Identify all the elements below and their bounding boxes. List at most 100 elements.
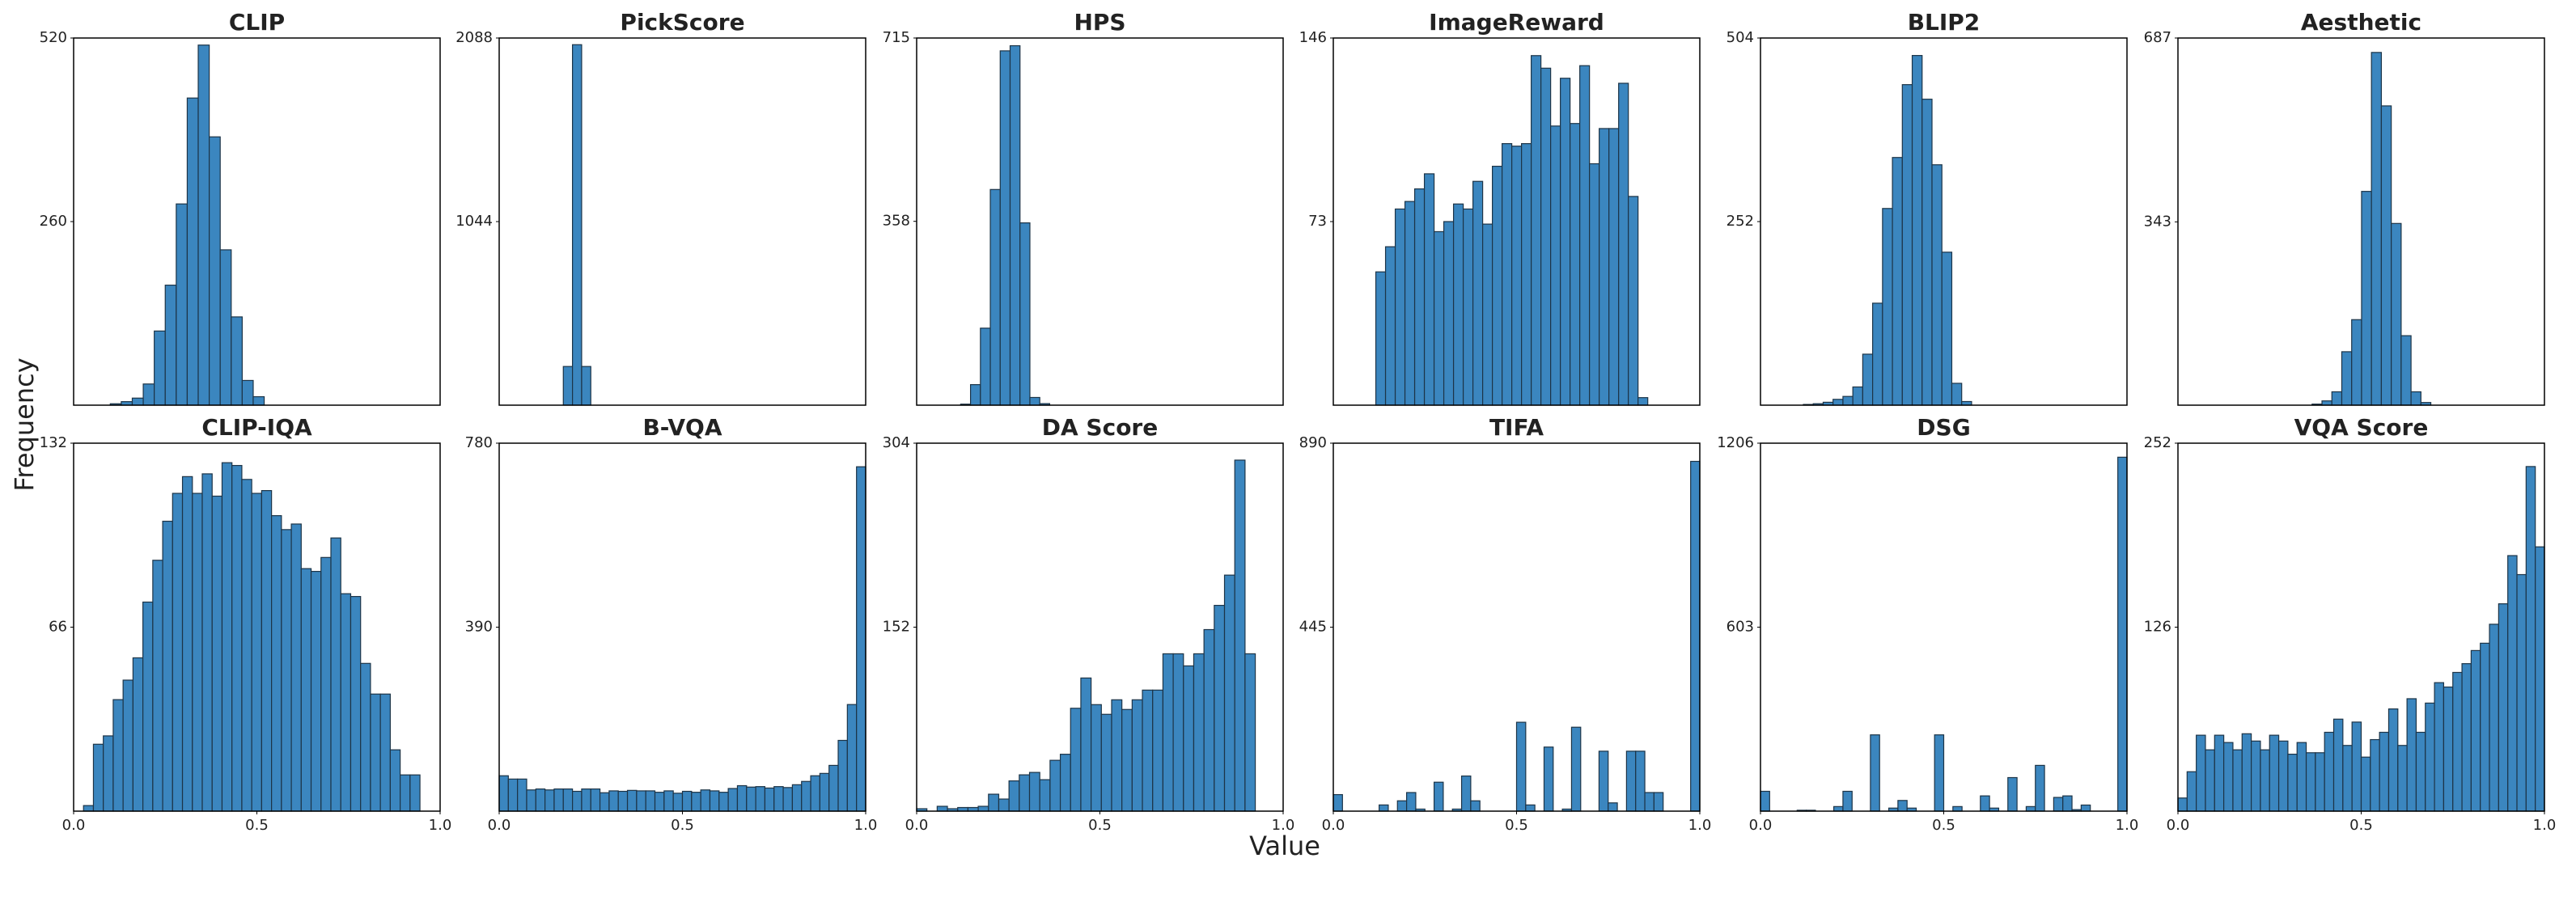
x-tick-label: 0.0	[62, 817, 86, 834]
bar	[608, 790, 619, 812]
bar	[1644, 792, 1654, 812]
bar	[2351, 319, 2362, 406]
bar	[1882, 208, 1893, 406]
x-tick-label: 0.5	[2349, 817, 2373, 834]
bar	[164, 284, 177, 406]
bar	[535, 788, 546, 812]
bar	[154, 330, 166, 406]
bar	[1413, 188, 1426, 406]
bar	[2371, 52, 2383, 406]
bar	[300, 568, 312, 812]
bar	[1934, 734, 1945, 812]
bar	[211, 495, 223, 812]
bar	[2305, 752, 2316, 812]
bar	[626, 789, 638, 812]
bar	[1525, 804, 1536, 812]
bar	[1332, 793, 1343, 812]
bar	[197, 44, 210, 406]
bar	[1543, 746, 1554, 812]
bar	[2117, 456, 2128, 812]
bar	[2452, 671, 2463, 812]
bar	[1234, 459, 1246, 812]
bar	[1433, 781, 1444, 812]
y-tick-label: 66	[49, 619, 67, 636]
y-tick-label: 1044	[455, 213, 493, 230]
bar	[1618, 82, 1629, 406]
bar	[172, 493, 184, 812]
bar	[571, 44, 583, 406]
bar	[571, 790, 583, 812]
bar	[231, 316, 243, 406]
bar	[2341, 351, 2353, 406]
bar	[1852, 386, 1863, 406]
bar	[1540, 67, 1552, 406]
bar	[764, 787, 775, 812]
bar	[1931, 164, 1943, 406]
bar	[1951, 383, 1963, 406]
bar	[142, 383, 155, 406]
bar	[590, 788, 601, 812]
bar	[2498, 603, 2509, 812]
y-tick-label: 126	[2144, 619, 2171, 636]
bar	[1842, 395, 1854, 406]
bar	[340, 593, 352, 812]
bar	[2516, 573, 2527, 812]
bar	[517, 778, 527, 812]
bar	[718, 792, 729, 812]
bar	[1589, 163, 1600, 406]
bar	[201, 473, 213, 812]
axes-frame	[73, 37, 441, 406]
x-tick-label: 1.0	[1688, 817, 1712, 834]
subplot-title: DA Score	[1042, 414, 1158, 441]
bar	[379, 693, 391, 812]
bar	[181, 476, 193, 812]
bar	[1394, 208, 1406, 406]
bar	[330, 537, 341, 812]
bar	[1029, 396, 1040, 406]
bar	[581, 788, 591, 812]
bar	[1008, 780, 1020, 812]
y-tick-label: 603	[1727, 619, 1754, 636]
bar	[1162, 653, 1174, 812]
bar	[980, 328, 991, 406]
bar	[936, 805, 948, 812]
bar	[599, 792, 610, 812]
bar	[1550, 125, 1561, 406]
bar	[977, 805, 989, 812]
bar	[1183, 665, 1195, 812]
bar	[192, 493, 203, 812]
subplot-title: Aesthetic	[2301, 9, 2421, 36]
y-tick-label: 1206	[1717, 434, 1754, 451]
subplot-title: DSG	[1917, 414, 1970, 441]
bar	[1598, 750, 1609, 812]
bar	[2470, 649, 2481, 812]
bar	[1443, 221, 1455, 406]
bar	[1009, 44, 1021, 406]
bar	[1842, 790, 1853, 812]
bar	[988, 793, 1000, 812]
bar	[1911, 55, 1923, 406]
bar	[1462, 208, 1474, 406]
bar	[2260, 749, 2270, 812]
bar	[2331, 391, 2343, 406]
y-tick-label: 504	[1727, 29, 1754, 46]
bar	[1872, 302, 1883, 406]
bar	[2205, 749, 2215, 812]
bar	[2525, 466, 2536, 812]
bar	[103, 735, 114, 812]
bar	[837, 739, 848, 812]
bar	[2324, 731, 2335, 812]
x-tick-label: 1.0	[429, 817, 452, 834]
bar	[2380, 105, 2392, 406]
bar	[672, 793, 684, 812]
bar	[2035, 764, 2045, 812]
bar	[709, 790, 720, 812]
bar	[162, 520, 173, 812]
bar	[1653, 792, 1664, 812]
subplot-title: B-VQA	[642, 414, 722, 441]
bar	[1470, 800, 1481, 812]
bar	[2214, 734, 2225, 812]
bar	[1460, 775, 1472, 812]
bar	[1404, 201, 1416, 406]
bar	[2480, 642, 2490, 812]
